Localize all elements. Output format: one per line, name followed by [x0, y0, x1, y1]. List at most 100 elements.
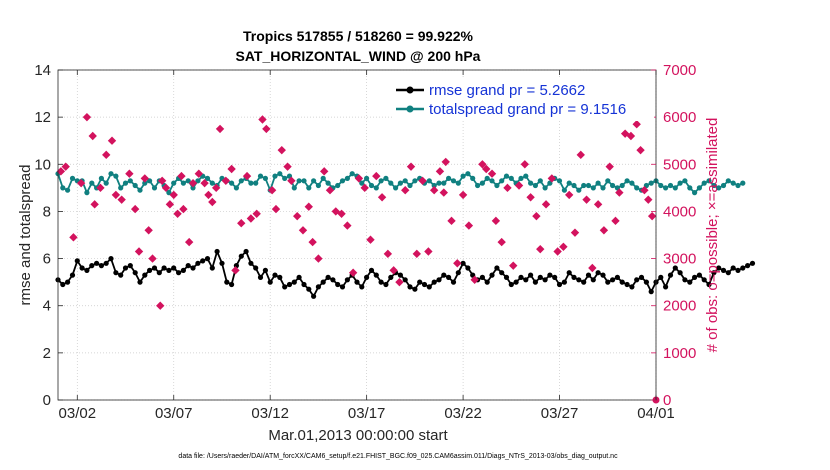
- series-0-point: [243, 248, 249, 255]
- series-0-point: [151, 265, 158, 271]
- obs-point: [293, 211, 302, 221]
- series-0-point: [373, 272, 379, 278]
- series-0-point: [267, 279, 273, 285]
- obs-point: [520, 160, 530, 169]
- obs-point: [553, 247, 562, 256]
- obs-point: [640, 186, 649, 195]
- series-1-point: [180, 180, 186, 186]
- series-0-point: [402, 277, 408, 283]
- series-1-point: [663, 185, 669, 191]
- y-tick-label: 4: [43, 298, 51, 315]
- y-right-tick-label: 2000: [663, 298, 696, 315]
- series-0-point: [581, 279, 587, 285]
- obs-point: [125, 169, 134, 178]
- series-1-point: [320, 175, 326, 181]
- series-0-point: [69, 272, 76, 278]
- series-layer: [55, 171, 756, 299]
- series-1-point: [407, 182, 413, 189]
- series-1-point: [248, 180, 254, 186]
- obs-point: [308, 237, 317, 247]
- y-right-tick-label: 4000: [663, 203, 696, 220]
- series-0-point: [749, 260, 756, 266]
- series-0-point: [561, 279, 568, 285]
- series-1-point: [257, 173, 264, 179]
- obs-point: [458, 190, 468, 200]
- obs-point: [277, 145, 286, 155]
- series-0-point: [745, 263, 751, 269]
- series-0-point: [171, 265, 177, 271]
- series-1-point: [672, 185, 678, 191]
- series-0-point: [508, 281, 514, 288]
- series-1-point: [648, 180, 654, 186]
- series-0-point: [335, 281, 341, 288]
- obs-point: [647, 211, 657, 221]
- obs-point: [304, 202, 313, 211]
- y-axis-label: rmse and totalspread: [17, 165, 34, 306]
- legend: rmse grand pr = 5.2662 totalspread grand…: [392, 79, 654, 121]
- series-1-point: [233, 185, 239, 191]
- series-1-point: [171, 180, 177, 186]
- obs-point: [605, 162, 614, 171]
- obs-point: [503, 183, 512, 193]
- obs-point: [258, 115, 267, 124]
- obs-point: [487, 169, 497, 178]
- series-0-point: [619, 279, 625, 285]
- series-0-point: [407, 284, 413, 290]
- series-0-point: [339, 284, 346, 290]
- obs-point: [559, 242, 568, 251]
- y-tick-label: 8: [43, 203, 51, 220]
- series-1-point: [301, 178, 307, 184]
- obs-point: [237, 219, 246, 228]
- series-0-point: [523, 277, 529, 283]
- obs-point: [88, 131, 97, 141]
- series-1-point: [470, 175, 476, 181]
- series-0-point: [388, 274, 394, 280]
- series-0-point: [315, 284, 321, 290]
- series-1-point: [619, 182, 625, 189]
- obs-point: [377, 193, 387, 202]
- series-0-point: [200, 258, 206, 264]
- obs-point: [570, 228, 580, 237]
- obs-point: [227, 164, 236, 174]
- obs-point: [156, 301, 165, 310]
- series-0-point: [532, 279, 539, 285]
- series-1-point: [465, 171, 471, 177]
- obs-point: [389, 266, 398, 275]
- series-1-point: [561, 187, 568, 193]
- series-1-point: [624, 178, 630, 184]
- series-0-point: [720, 267, 727, 273]
- series-1-point: [412, 178, 418, 184]
- series-1-point: [711, 182, 717, 189]
- y-right-tick-label: 3000: [663, 251, 696, 268]
- series-1-point: [151, 185, 158, 191]
- series-0-point: [364, 274, 370, 280]
- obs-point: [221, 176, 231, 185]
- series-0-point: [696, 272, 703, 278]
- obs-point: [102, 150, 111, 160]
- obs-point: [231, 266, 240, 275]
- series-1-point: [537, 178, 543, 184]
- series-0-point: [286, 281, 293, 288]
- obs-point: [509, 261, 518, 270]
- series-1-point: [190, 185, 196, 191]
- series-0-point: [735, 267, 741, 273]
- series-0-point: [282, 284, 288, 290]
- series-1-point: [634, 185, 640, 191]
- obs-point: [478, 160, 487, 169]
- series-0-point: [701, 277, 707, 283]
- series-0-point: [176, 270, 182, 276]
- series-0-point: [503, 274, 510, 280]
- obs-point: [401, 186, 410, 195]
- series-1-point: [306, 185, 312, 191]
- y-axis-right-label: # of obs: o=possible; ×=assimilated: [704, 118, 721, 353]
- series-1-point: [532, 182, 539, 189]
- series-0-point: [214, 248, 220, 255]
- series-0-point: [127, 263, 133, 269]
- series-0-point: [614, 274, 621, 280]
- series-1-point: [494, 182, 500, 189]
- series-0-point: [277, 274, 283, 280]
- series-1-point: [147, 178, 153, 184]
- series-1-point: [277, 171, 283, 177]
- legend-spread-label: totalspread grand pr = 9.1516: [429, 101, 626, 118]
